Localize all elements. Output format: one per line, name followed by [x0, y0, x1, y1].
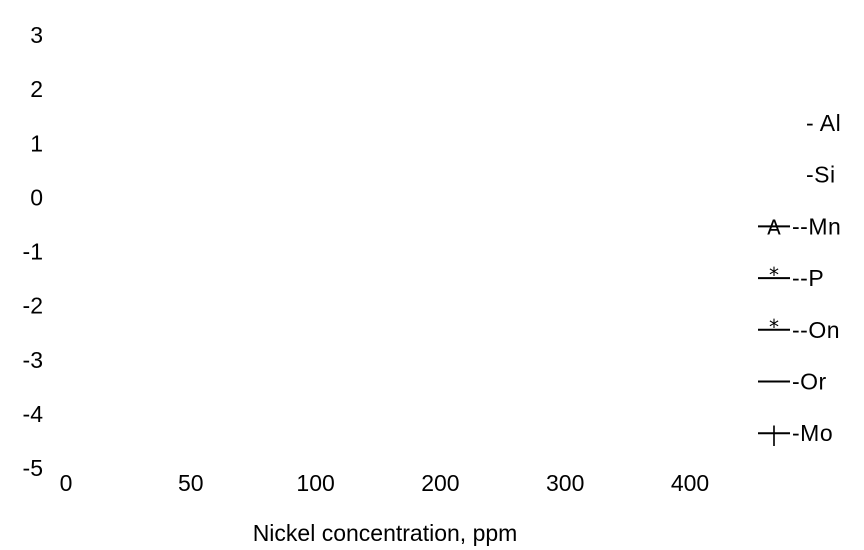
- x-tick-label: 200: [421, 470, 459, 496]
- x-tick-label: 400: [671, 470, 709, 496]
- legend-item: -Or: [758, 369, 827, 395]
- y-tick-label: -2: [23, 293, 43, 319]
- x-axis-label: Nickel concentration, ppm: [253, 520, 518, 546]
- legend-label: --On: [792, 317, 840, 343]
- y-axis: 3 2 1 0 -1 -2 -3 -4 -5: [23, 22, 44, 481]
- x-tick-label: 300: [546, 470, 584, 496]
- y-tick-label: 3: [30, 22, 43, 48]
- y-tick-label: 1: [30, 130, 43, 156]
- legend-marker: A: [767, 215, 781, 239]
- y-tick-label: -5: [23, 455, 43, 481]
- legend-item: A --Mn: [758, 213, 841, 239]
- legend-marker: *: [769, 315, 779, 339]
- legend-item: * --P: [758, 263, 824, 291]
- legend-marker: |: [771, 422, 778, 446]
- legend-label: -Or: [792, 369, 827, 395]
- y-tick-label: 0: [30, 184, 43, 210]
- legend-marker: *: [769, 263, 779, 287]
- x-tick-label: 0: [60, 470, 73, 496]
- x-axis: 0 50 100 200 300 400: [60, 470, 710, 496]
- legend-item: - Al: [806, 110, 841, 136]
- legend-label: -Mo: [792, 420, 833, 446]
- legend-item: * --On: [758, 315, 840, 343]
- legend: - Al -Si A --Mn * --P * --On -Or | -Mo: [758, 110, 841, 446]
- legend-item: -Si: [806, 162, 836, 188]
- legend-label: -Si: [806, 162, 836, 188]
- y-tick-label: -3: [23, 347, 43, 373]
- y-tick-label: -4: [23, 401, 44, 427]
- legend-label: --P: [792, 265, 824, 291]
- legend-label: --Mn: [792, 213, 841, 239]
- x-tick-label: 100: [296, 470, 334, 496]
- x-tick-label: 50: [178, 470, 204, 496]
- y-tick-label: 2: [30, 76, 43, 102]
- legend-label: - Al: [806, 110, 841, 136]
- legend-item: | -Mo: [758, 420, 833, 446]
- y-tick-label: -1: [23, 239, 43, 265]
